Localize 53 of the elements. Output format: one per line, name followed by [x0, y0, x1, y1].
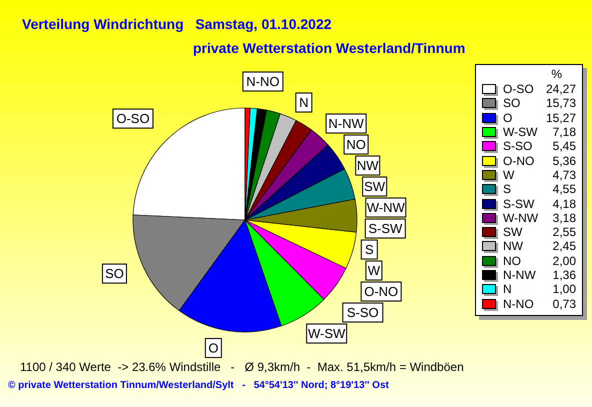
legend-title: % — [550, 67, 563, 82]
slice-label: O-NO — [364, 284, 398, 300]
category-label: S-SW — [368, 221, 402, 236]
legend-label: SW — [503, 225, 524, 240]
slice-label: W-SW — [308, 326, 346, 342]
chart-title: Verteilung Windrichtung Samstag, 01.10.2022 — [22, 16, 332, 32]
legend-label: W — [503, 168, 516, 182]
data-label: 5,36 — [552, 154, 576, 168]
text: © private Wetterstation Tinnum/Westerland/Sylt - 54°54'13'' Nord; 8°19'13'' Ost — [8, 380, 389, 391]
data-label: 3,18 — [552, 210, 576, 225]
legend-label: SO — [503, 96, 522, 110]
data-label: 4,73 — [552, 168, 576, 182]
category-label: S — [364, 242, 374, 258]
legend-label: NW — [503, 239, 524, 254]
data-label: 2,55 — [552, 225, 576, 240]
legend-label: NO — [503, 254, 522, 268]
data-label: 4,55 — [552, 182, 576, 196]
data-label: 1,00 — [552, 282, 576, 296]
legend-label: N-NW — [503, 268, 537, 282]
data-label: 4,18 — [552, 196, 576, 211]
legend-label: S-SW — [503, 196, 536, 211]
category-label: N — [299, 95, 309, 110]
category-label: N-NW — [328, 116, 364, 132]
slice-label: N-NO — [246, 74, 280, 90]
data-label: 15,73 — [546, 96, 576, 110]
legend-label: N-NO — [503, 296, 535, 311]
category-label: W-NW — [366, 200, 405, 216]
legend-label: O — [503, 110, 514, 125]
data-label: 2,00 — [552, 254, 576, 268]
data-label: 0,73 — [552, 296, 576, 311]
data-label: 1,36 — [552, 268, 576, 282]
legend-label: O-SO — [503, 82, 535, 96]
slice-label: O — [208, 340, 218, 356]
category-label: NO — [346, 137, 366, 152]
legend-label: O-NO — [503, 154, 536, 168]
category-label: SW — [364, 179, 386, 194]
data-label: 24,27 — [546, 82, 576, 96]
data-label: 5,45 — [552, 139, 576, 154]
data-label: 7,18 — [552, 125, 576, 140]
text: 1100 / 340 Werte -> 23.6% Windstille - Ø 9,3km/h - Max. 51,5km/h = Windböen — [20, 360, 464, 374]
legend-label: S — [503, 182, 512, 196]
category-label: W — [368, 263, 380, 278]
legend-label: S-SO — [503, 139, 534, 154]
data-label: 2,45 — [552, 239, 576, 254]
slice-label: S-SO — [346, 305, 379, 320]
legend-label: N — [503, 282, 513, 296]
data-label: 15,27 — [546, 110, 576, 125]
slice-label: O-SO — [116, 111, 150, 126]
slice-label: SO — [105, 266, 124, 282]
legend-label: W-SW — [503, 125, 538, 140]
legend-label: W-NW — [503, 210, 540, 225]
chart-subtitle: private Wetterstation Westerland/Tinnum — [193, 40, 466, 56]
category-label: NW — [356, 158, 379, 174]
